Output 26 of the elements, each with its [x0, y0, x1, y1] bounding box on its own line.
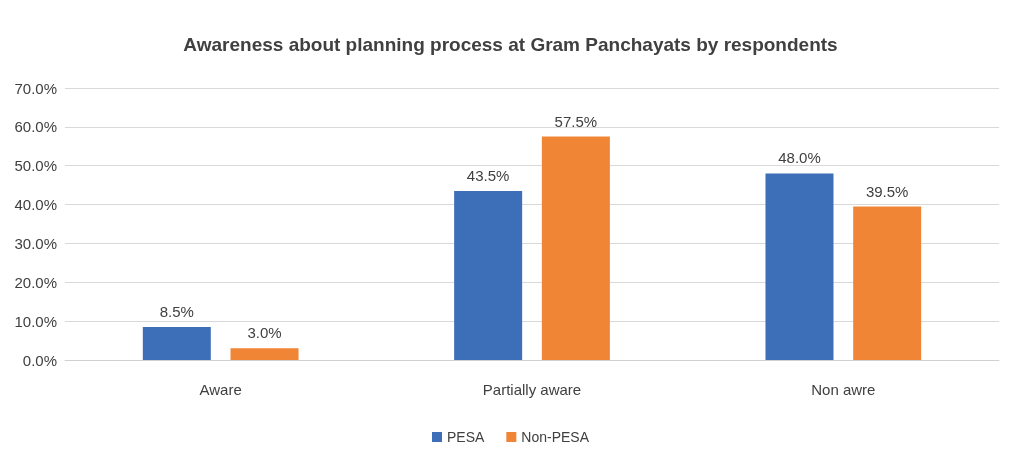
y-tick-label: 0.0%: [22, 351, 57, 369]
bar: [230, 348, 299, 360]
x-tick-label: Aware: [199, 381, 242, 398]
bar: [853, 206, 922, 360]
y-tick-label: 50.0%: [14, 157, 57, 175]
data-label: 43.5%: [466, 166, 510, 184]
y-tick-label: 10.0%: [14, 312, 57, 330]
x-tick-label: Non awre: [811, 381, 876, 398]
chart-title: Awareness about planning process at Gram Panchayats by respondents: [183, 34, 838, 55]
y-tick-label: 30.0%: [14, 234, 57, 252]
x-tick-label: Partially aware: [482, 381, 582, 398]
bar: [142, 326, 211, 360]
legend-label: Non-PESA: [521, 429, 590, 445]
data-label: 48.0%: [778, 149, 821, 167]
y-tick-label: 20.0%: [14, 273, 57, 291]
data-label: 39.5%: [865, 182, 909, 200]
y-tick-label: 60.0%: [14, 118, 57, 136]
bar: [541, 136, 610, 360]
bar: [454, 190, 523, 360]
bar: [765, 173, 834, 360]
data-label: 8.5%: [159, 302, 194, 320]
y-tick-label: 40.0%: [14, 196, 57, 214]
data-label: 57.5%: [554, 112, 598, 130]
y-tick-label: 70.0%: [14, 79, 57, 97]
data-label: 3.0%: [247, 324, 282, 342]
legend-label: PESA: [446, 429, 485, 445]
